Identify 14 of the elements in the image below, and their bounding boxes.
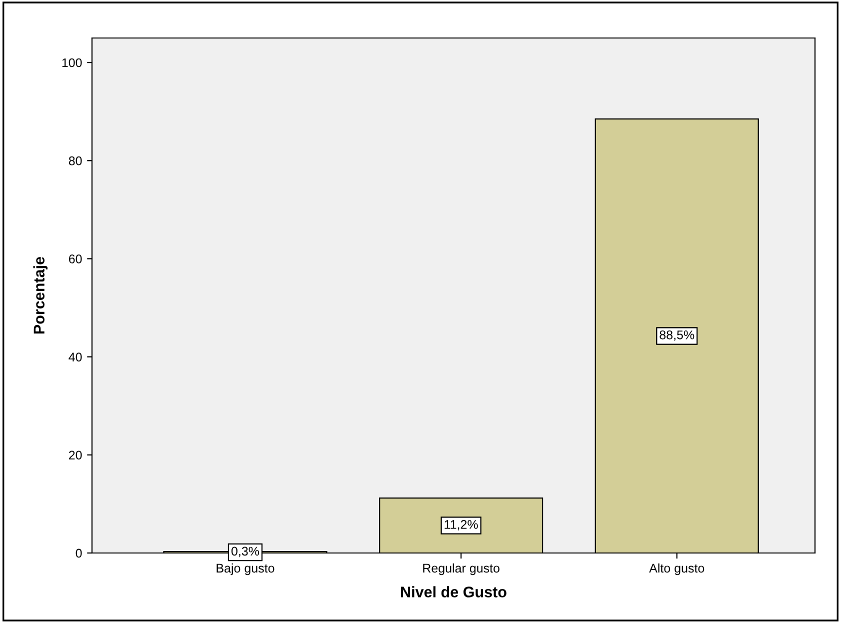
y-tick-label: 60 xyxy=(69,254,82,264)
data-label: 11,2% xyxy=(444,520,478,530)
y-axis-title: Porcentaje xyxy=(33,256,48,334)
x-tick-label: Regular gusto xyxy=(423,563,500,576)
data-label: 0,3% xyxy=(231,546,260,558)
y-tick-label: 80 xyxy=(68,156,82,166)
y-tick-label: 100 xyxy=(62,58,82,68)
y-tick-label: 20 xyxy=(69,450,82,460)
y-tick-label: 40 xyxy=(68,352,82,362)
data-label: 88,5% xyxy=(660,330,694,341)
x-tick-label: Bajo gusto xyxy=(216,563,274,576)
x-axis-title: Nivel de Gusto xyxy=(401,586,506,598)
y-tick-label: 0 xyxy=(76,548,82,558)
x-tick-label: Alto gusto xyxy=(649,563,704,576)
